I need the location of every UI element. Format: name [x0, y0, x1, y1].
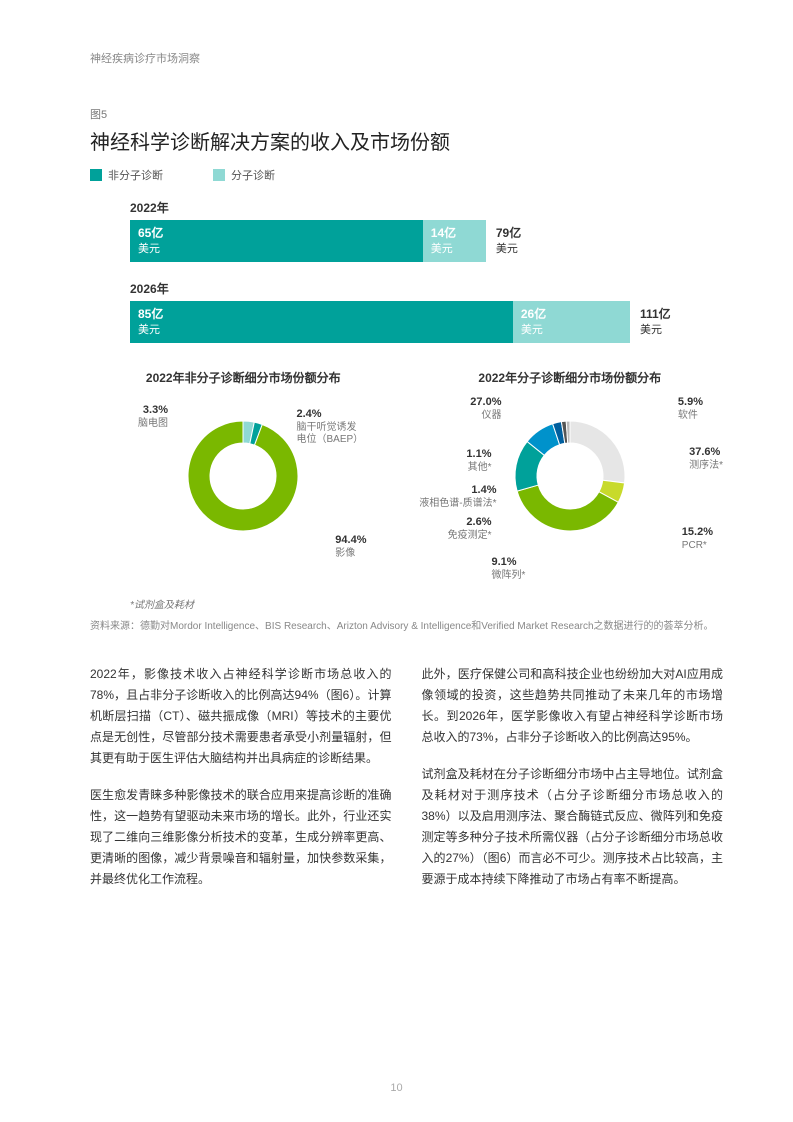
donut-slice-label: 15.2%PCR*: [682, 526, 713, 552]
donut-slice-label: 3.3%脑电图: [108, 404, 168, 430]
donut-svg: [500, 406, 640, 546]
donut-left-title: 2022年非分子诊断细分市场份额分布: [90, 369, 397, 386]
bar-segment-nonmolecular: 65亿美元: [130, 220, 423, 262]
body-text: 2022年，影像技术收入占神经科学诊断市场总收入的78%，且占非分子诊断收入的比…: [90, 664, 723, 906]
donut-slice-label: 9.1%微阵列*: [492, 556, 526, 582]
stacked-bar-chart: 2022年 65亿美元14亿美元79亿美元 2026年 85亿美元26亿美元111亿美…: [130, 199, 723, 343]
bar-year-label: 2026年: [130, 280, 723, 297]
donut-row: 2022年非分子诊断细分市场份额分布 3.3%脑电图 2.4%脑干听觉诱发电位（B…: [90, 369, 723, 586]
donut-right-chart: 27.0%仪器 5.9%软件 37.6%测序法* 15.2%PCR* 9.1%微阵列*2…: [417, 396, 724, 586]
donut-svg: [173, 406, 313, 546]
page-number: 10: [0, 1082, 793, 1094]
legend-item: 非分子诊断: [90, 167, 163, 183]
bar-segment-molecular: 26亿美元: [513, 301, 630, 343]
legend-swatch: [213, 169, 225, 181]
donut-slice-label: 2.6%免疫测定*: [417, 516, 492, 542]
body-paragraph: 试剂盒及耗材在分子诊断细分市场中占主导地位。试剂盒及耗材对于测序技术（占分子诊断…: [422, 764, 724, 890]
donut-slice-label: 1.4%液相色谱-质谱法*: [397, 484, 497, 510]
bar-total-label: 79亿美元: [486, 220, 521, 262]
figure-label: 图5: [90, 106, 723, 122]
figure-title: 神经科学诊断解决方案的收入及市场份额: [90, 126, 723, 155]
donut-slice-label: 94.4%影像: [335, 534, 366, 560]
legend-item: 分子诊断: [213, 167, 275, 183]
donut-slice: [570, 421, 625, 483]
body-col-left: 2022年，影像技术收入占神经科学诊断市场总收入的78%，且占非分子诊断收入的比…: [90, 664, 392, 906]
body-paragraph: 医生愈发青睐多种影像技术的联合应用来提高诊断的准确性，这一趋势有望驱动未来市场的…: [90, 785, 392, 890]
bar-total-label: 111亿美元: [630, 301, 671, 343]
body-paragraph: 2022年，影像技术收入占神经科学诊断市场总收入的78%，且占非分子诊断收入的比…: [90, 664, 392, 769]
doc-header: 神经疾病诊疗市场洞察: [90, 50, 723, 66]
bar-row: 85亿美元26亿美元111亿美元: [130, 301, 723, 343]
bar-row: 65亿美元14亿美元79亿美元: [130, 220, 723, 262]
donut-left-block: 2022年非分子诊断细分市场份额分布 3.3%脑电图 2.4%脑干听觉诱发电位（B…: [90, 369, 397, 586]
legend-label: 非分子诊断: [108, 167, 163, 183]
donut-slice-label: 1.1%其他*: [417, 448, 492, 474]
bar-segment-nonmolecular: 85亿美元: [130, 301, 513, 343]
bar-segment-molecular: 14亿美元: [423, 220, 486, 262]
legend-label: 分子诊断: [231, 167, 275, 183]
figure-source: 资料来源：德勤对Mordor Intelligence、BIS Research…: [90, 619, 723, 634]
donut-right-title: 2022年分子诊断细分市场份额分布: [417, 369, 724, 386]
donut-slice-label: 37.6%测序法*: [689, 446, 723, 472]
donut-left-chart: 3.3%脑电图 2.4%脑干听觉诱发电位（BAEP） 94.4%影像: [90, 396, 397, 586]
legend: 非分子诊断 分子诊断: [90, 167, 723, 183]
bar-year-label: 2022年: [130, 199, 723, 216]
donut-slice-label: 27.0%仪器: [447, 396, 502, 422]
donut-slice-label: 2.4%脑干听觉诱发电位（BAEP）: [297, 408, 387, 447]
donut-slice: [188, 421, 298, 531]
figure-5: 图5 神经科学诊断解决方案的收入及市场份额 非分子诊断 分子诊断 2022年 65…: [90, 106, 723, 634]
body-col-right: 此外，医疗保健公司和高科技企业也纷纷加大对AI应用成像领域的投资，这些趋势共同推…: [422, 664, 724, 906]
donut-slice-label: 5.9%软件: [678, 396, 703, 422]
figure-footnote: *试剂盒及耗材: [130, 596, 723, 611]
donut-right-block: 2022年分子诊断细分市场份额分布 27.0%仪器 5.9%软件 37.6%测序法*…: [417, 369, 724, 586]
body-paragraph: 此外，医疗保健公司和高科技企业也纷纷加大对AI应用成像领域的投资，这些趋势共同推…: [422, 664, 724, 748]
legend-swatch: [90, 169, 102, 181]
